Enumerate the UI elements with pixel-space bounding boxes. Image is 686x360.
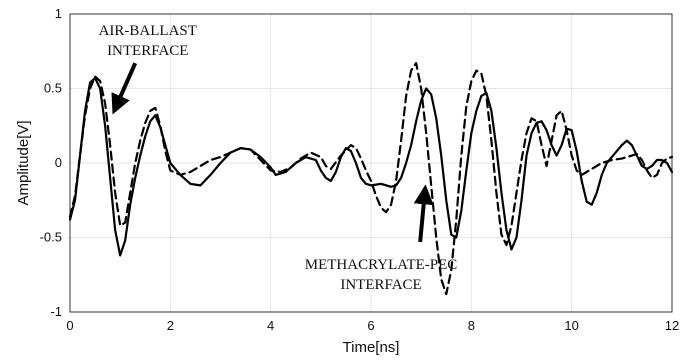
tick-labels: 0 2 4 6 8 10 12 -1 -0.5 0 0.5 1 <box>40 6 680 333</box>
dashed-series-line <box>68 62 674 296</box>
x-tick-label: 12 <box>665 318 679 333</box>
annotation-label: INTERFACE <box>107 43 188 59</box>
annotation: METHACRYLATE-PEC INTERFACE <box>305 184 458 293</box>
x-tick-label: 0 <box>66 318 73 333</box>
y-axis-title: Amplitude[V] <box>15 120 32 205</box>
solid-series-line <box>68 76 674 257</box>
x-tick-label: 4 <box>267 318 274 333</box>
y-tick-label: -0.5 <box>40 230 62 245</box>
x-axis-title: Time[ns] <box>343 339 400 356</box>
annotation: AIR-BALLAST INTERFACE <box>99 23 197 115</box>
y-tick-label: -1 <box>50 304 62 319</box>
series-layer <box>68 62 674 296</box>
annotations: AIR-BALLAST INTERFACE METHACRYLATE-PEC INTE… <box>99 23 458 293</box>
annotation-arrow <box>413 184 434 243</box>
x-tick-label: 8 <box>468 318 475 333</box>
x-tick-label: 2 <box>167 318 174 333</box>
annotation-label: INTERFACE <box>340 277 421 293</box>
annotation-arrow <box>111 62 138 115</box>
x-tick-label: 6 <box>367 318 374 333</box>
annotation-label: METHACRYLATE-PEC <box>305 257 458 273</box>
x-tick-label: 10 <box>564 318 578 333</box>
y-tick-label: 1 <box>55 6 62 21</box>
plot-frame <box>69 13 673 313</box>
y-tick-label: 0.5 <box>44 81 62 96</box>
annotation-label: AIR-BALLAST <box>99 23 197 39</box>
y-tick-label: 0 <box>55 155 62 170</box>
